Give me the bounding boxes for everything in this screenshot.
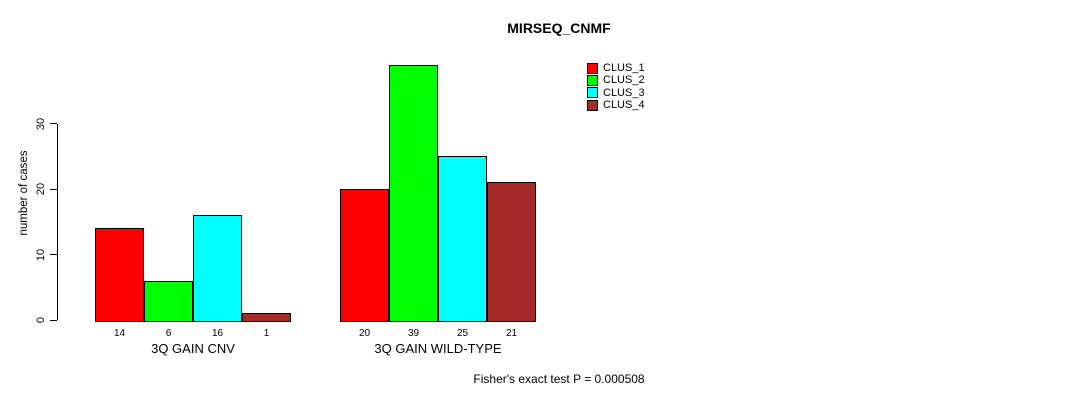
legend-swatch-icon bbox=[587, 99, 598, 111]
bar-value-label: 21 bbox=[505, 328, 518, 339]
legend-swatch-icon bbox=[587, 62, 598, 74]
y-axis-label: number of cases bbox=[18, 150, 30, 236]
bar-clus_3-group1 bbox=[193, 215, 242, 322]
bar-value-label: 1 bbox=[263, 328, 270, 339]
y-axis-tick-label: 0 bbox=[35, 316, 47, 324]
bar-value-label: 14 bbox=[113, 328, 126, 339]
chart-title: MIRSEQ_CNMF bbox=[507, 20, 611, 36]
legend-label: CLUS_2 bbox=[603, 74, 645, 87]
bar-value-label: 25 bbox=[456, 328, 469, 339]
y-axis-tick-label: 10 bbox=[35, 248, 47, 261]
legend-label: CLUS_1 bbox=[603, 62, 645, 75]
bar-value-label: 39 bbox=[407, 328, 420, 339]
bar-value-label: 6 bbox=[165, 328, 172, 339]
legend-row-clus_1: CLUS_1 bbox=[587, 62, 645, 74]
bar-clus_2-group2 bbox=[389, 64, 438, 322]
bar-clus_1-group2 bbox=[340, 189, 389, 322]
bar-value-label: 20 bbox=[358, 328, 371, 339]
legend-row-clus_2: CLUS_2 bbox=[587, 74, 645, 86]
y-axis-tick-label: 30 bbox=[35, 117, 47, 130]
y-axis-tick bbox=[50, 123, 57, 125]
legend-label: CLUS_3 bbox=[603, 86, 645, 99]
y-axis-tick bbox=[50, 188, 57, 190]
y-axis-tick bbox=[50, 319, 57, 321]
legend-swatch-icon bbox=[587, 87, 598, 99]
legend-label: CLUS_4 bbox=[603, 99, 645, 112]
bar-clus_4-group2 bbox=[487, 182, 536, 322]
bar-clus_4-group1 bbox=[242, 313, 291, 322]
bar-clus_3-group2 bbox=[438, 156, 487, 322]
bar-value-label: 16 bbox=[211, 328, 224, 339]
y-axis-tick bbox=[50, 254, 57, 256]
legend-row-clus_4: CLUS_4 bbox=[587, 99, 645, 111]
legend: CLUS_1 CLUS_2 CLUS_3 CLUS_4 bbox=[587, 62, 645, 111]
y-axis-tick-label: 20 bbox=[35, 182, 47, 196]
category-label-group1: 3Q GAIN CNV bbox=[151, 341, 235, 356]
category-label-group2: 3Q GAIN WILD-TYPE bbox=[374, 341, 502, 356]
legend-swatch-icon bbox=[587, 74, 598, 86]
bar-clus_2-group1 bbox=[144, 280, 193, 322]
y-axis-line bbox=[57, 123, 59, 320]
legend-row-clus_3: CLUS_3 bbox=[587, 87, 645, 99]
bar-clus_1-group1 bbox=[95, 228, 144, 322]
fisher-test-annotation: Fisher's exact test P = 0.000508 bbox=[473, 372, 645, 386]
